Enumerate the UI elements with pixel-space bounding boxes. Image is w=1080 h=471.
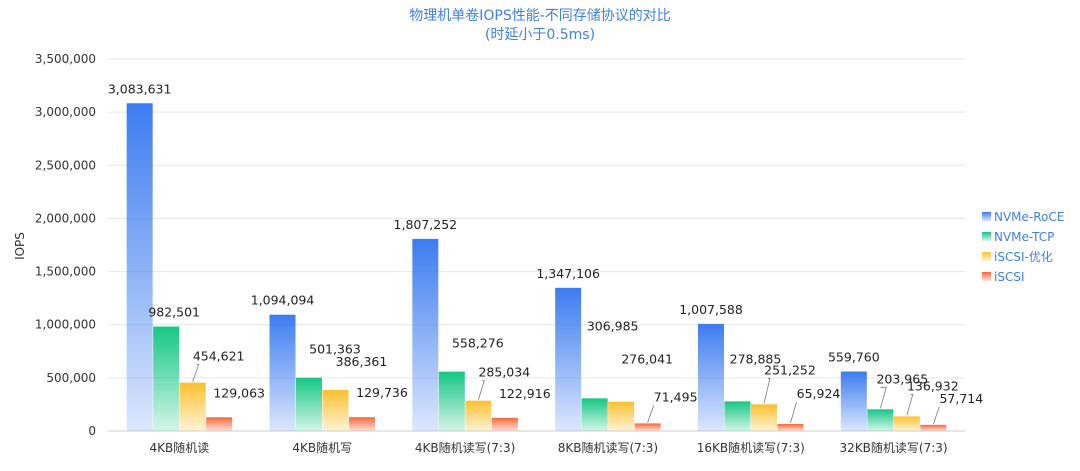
bar-nvme-roce-0[interactable]: [126, 103, 153, 431]
chart-title: 物理机单卷IOPS性能-不同存储协议的对比: [409, 8, 671, 24]
value-label-iscsi-4: 251,252: [764, 362, 816, 377]
legend[interactable]: NVMe-RoCE NVMe-TCP iSCSI-优化 iSCSI: [982, 210, 1064, 284]
bar-iscsi-0[interactable]: [179, 382, 206, 431]
value-label-iscsi-5: 136,932: [907, 378, 959, 393]
legend-swatch: [982, 272, 991, 281]
bar-nvme-tcp-2[interactable]: [438, 371, 465, 431]
legend-item-nvme-tcp[interactable]: NVMe-TCP: [982, 230, 1054, 244]
value-label-nvme-roce-3: 1,347,106: [536, 266, 600, 281]
value-label-nvme-roce-5: 559,760: [828, 350, 880, 365]
legend-label: iSCSI: [994, 270, 1025, 284]
value-label-iscsi-1: 386,361: [336, 354, 388, 369]
bar-nvme-roce-5[interactable]: [840, 371, 867, 431]
label-leader-line: [879, 386, 887, 409]
grid-layer: 0 500,000 1,000,000 1,500,000 2,000,000 2,500…: [35, 52, 965, 438]
value-label-iscsi-3: 71,495: [654, 389, 698, 404]
value-label-nvme-tcp-0: 982,501: [148, 305, 200, 320]
bar-iscsi-1[interactable]: [349, 417, 375, 431]
bar-iscsi-5[interactable]: [920, 424, 947, 431]
bar-iscsi-0[interactable]: [206, 417, 233, 431]
bar-iscsi-4[interactable]: [777, 423, 804, 431]
value-label-nvme-tcp-5: 203,965: [876, 371, 928, 386]
value-label-nvme-roce-4: 1,007,588: [679, 302, 743, 317]
y-axis-label: IOPS: [13, 232, 27, 260]
value-labels-layer: 3,083,631 982,501 454,621 129,063 1,094,094 5…: [108, 81, 983, 424]
legend-label: NVMe-TCP: [994, 230, 1054, 244]
y-tick-label: 3,500,000: [35, 52, 96, 66]
bar-iscsi-1[interactable]: [322, 389, 349, 431]
label-leader-line: [932, 406, 940, 424]
bar-iscsi-5[interactable]: [893, 416, 920, 431]
value-label-iscsi-1: 129,736: [356, 385, 408, 400]
label-leader-line: [763, 377, 771, 404]
x-axis: 4KB随机读 4KB随机写 4KB随机读写(7:3) 8KB随机读写(7:3) 16KB…: [150, 440, 948, 455]
value-label-nvme-roce-0: 3,083,631: [108, 81, 172, 96]
x-tick-label: 8KB随机读写(7:3): [558, 440, 658, 455]
bar-nvme-roce-2[interactable]: [412, 238, 439, 431]
legend-swatch: [982, 232, 991, 241]
y-tick-label: 1,500,000: [35, 265, 96, 279]
legend-item-iscsi[interactable]: iSCSI-优化: [982, 250, 1053, 264]
y-tick-label: 3,000,000: [35, 105, 96, 119]
label-leader-line: [906, 394, 914, 416]
legend-swatch: [982, 252, 991, 261]
bar-iscsi-2[interactable]: [465, 400, 492, 431]
chart-subtitle: (时延小于0.5ms): [485, 27, 595, 43]
bar-nvme-roce-3[interactable]: [555, 287, 582, 431]
value-label-iscsi-2: 285,034: [478, 365, 530, 380]
value-label-nvme-roce-1: 1,094,094: [251, 293, 315, 308]
value-label-nvme-tcp-4: 278,885: [730, 351, 782, 366]
value-label-iscsi-3: 276,041: [621, 352, 673, 367]
value-label-nvme-tcp-1: 501,363: [309, 342, 361, 357]
bar-nvme-tcp-5[interactable]: [867, 409, 894, 431]
bar-iscsi-4[interactable]: [751, 404, 777, 431]
value-label-iscsi-5: 57,714: [939, 391, 983, 406]
label-leader-line: [192, 364, 200, 382]
bar-iscsi-3[interactable]: [608, 401, 635, 431]
x-tick-label: 4KB随机读写(7:3): [415, 440, 515, 455]
bar-nvme-roce-1[interactable]: [269, 314, 296, 431]
y-tick-label: 2,500,000: [35, 158, 96, 172]
bar-iscsi-3[interactable]: [634, 423, 661, 431]
legend-swatch: [982, 212, 991, 221]
value-label-nvme-roce-2: 1,807,252: [394, 217, 458, 232]
value-label-nvme-tcp-2: 558,276: [452, 336, 504, 351]
bar-nvme-tcp-1[interactable]: [296, 377, 322, 431]
x-tick-label: 16KB随机读写(7:3): [697, 440, 805, 455]
x-tick-label: 32KB随机读写(7:3): [840, 440, 948, 455]
y-tick-label: 500,000: [46, 371, 96, 385]
legend-label: NVMe-RoCE: [994, 210, 1064, 224]
x-tick-label: 4KB随机写: [292, 440, 352, 455]
label-leader-line: [647, 405, 655, 423]
y-tick-label: 0: [88, 424, 96, 438]
y-tick-label: 1,000,000: [35, 318, 96, 332]
value-label-iscsi-0: 454,621: [193, 349, 245, 364]
y-tick-label: 2,000,000: [35, 211, 96, 225]
value-label-nvme-tcp-3: 306,985: [587, 318, 639, 333]
bar-nvme-tcp-0[interactable]: [153, 326, 180, 431]
bar-nvme-tcp-4[interactable]: [724, 401, 751, 431]
x-tick-label: 4KB随机读: [150, 440, 210, 455]
label-leader-line: [790, 401, 797, 424]
label-leader-line: [477, 380, 485, 400]
bar-nvme-roce-4[interactable]: [698, 323, 724, 431]
value-label-iscsi-0: 129,063: [213, 385, 265, 400]
legend-item-iscsi[interactable]: iSCSI: [982, 270, 1025, 284]
value-label-iscsi-4: 65,924: [797, 386, 841, 401]
value-label-iscsi-2: 122,916: [499, 386, 551, 401]
bars-layer: [126, 103, 947, 431]
bar-iscsi-2[interactable]: [491, 417, 518, 431]
legend-label: iSCSI-优化: [994, 250, 1053, 264]
legend-item-nvme-roce[interactable]: NVMe-RoCE: [982, 210, 1064, 224]
bar-nvme-tcp-3[interactable]: [581, 398, 608, 431]
